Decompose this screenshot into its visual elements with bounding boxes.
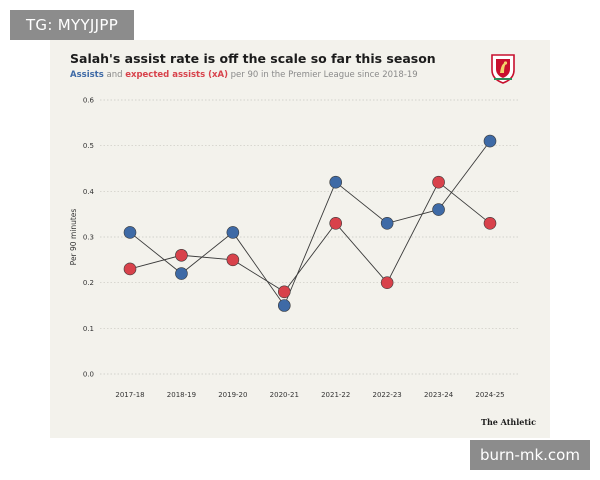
chart-subtitle: Assists and expected assists (xA) per 90… (70, 70, 418, 80)
source-credit: The Athletic (481, 417, 536, 427)
xa-point (277, 285, 291, 299)
subtitle-and: and (103, 70, 126, 80)
tg-label: TG: MYYJJPP (10, 10, 134, 40)
assists-point (277, 299, 291, 312)
x-tick-label: 2022-23 (373, 391, 402, 399)
subtitle-assists: Assists (70, 70, 104, 80)
x-tick-label: 2017-18 (115, 391, 144, 399)
xa-point (175, 248, 188, 262)
subtitle-xa: expected assists (xA) (125, 70, 228, 80)
y-tick-label: 0.4 (83, 188, 95, 196)
xa-point (432, 175, 445, 189)
y-tick-label: 0.2 (83, 279, 94, 287)
chart-title: Salah's assist rate is off the scale so … (70, 51, 436, 66)
chart-card: 0.0 0.1 0.2 0.3 0.4 0.5 0.6 Per 90 minutes 2017-… (50, 40, 550, 438)
xa-point (329, 217, 343, 230)
assists-point (123, 226, 137, 239)
y-tick-label: 0.1 (83, 325, 94, 333)
assists-line (129, 140, 491, 307)
assists-point (432, 203, 445, 216)
x-tick-label: 2023-24 (424, 391, 454, 399)
xa-point (380, 276, 394, 289)
watermark-label: burn-mk.com (470, 440, 590, 470)
y-tick-label: 0.3 (83, 234, 94, 242)
y-axis-title: Per 90 minutes (69, 209, 78, 266)
xa-point (483, 217, 497, 230)
xa-point (123, 262, 137, 276)
assists-point (175, 267, 188, 280)
x-tick-label: 2018-19 (167, 391, 196, 399)
y-tick-label: 0.6 (83, 97, 95, 105)
subtitle-rest: per 90 in the Premier League since 2018-… (227, 70, 418, 80)
assists-point (483, 134, 497, 148)
assists-point (226, 226, 240, 239)
x-tick-label: 2019-20 (218, 391, 247, 399)
x-tick-label: 2020-21 (270, 391, 299, 399)
xa-line (129, 181, 491, 293)
xa-point (226, 253, 240, 267)
y-tick-label: 0.0 (83, 371, 94, 379)
y-tick-label: 0.5 (83, 142, 94, 150)
line-chart: 0.0 0.1 0.2 0.3 0.4 0.5 0.6 Per 90 minutes 2017-… (69, 97, 520, 399)
x-tick-label: 2024-25 (475, 391, 504, 399)
x-tick-label: 2021-22 (321, 391, 350, 399)
assists-point (380, 217, 394, 230)
liverpool-crest-icon (491, 54, 515, 84)
assists-point (329, 175, 343, 189)
